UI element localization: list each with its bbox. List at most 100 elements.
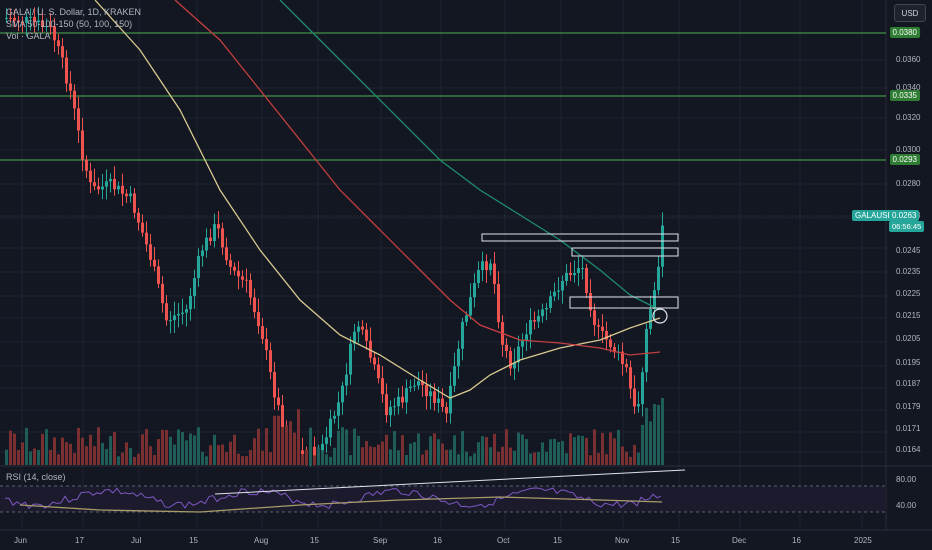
- volume-bar: [273, 415, 276, 465]
- volume-bar: [609, 432, 612, 465]
- volume-bar: [185, 440, 188, 465]
- candle: [257, 312, 260, 327]
- volume-bar: [545, 451, 548, 465]
- candle: [369, 340, 372, 358]
- candle: [145, 232, 148, 245]
- rsi-axis-label: 80.00: [896, 475, 917, 484]
- candle: [89, 170, 92, 183]
- volume-bar: [393, 431, 396, 465]
- candle: [229, 260, 232, 267]
- volume-bar: [649, 421, 652, 465]
- volume-bar: [613, 438, 616, 465]
- volume-bar: [589, 455, 592, 465]
- volume-bar: [497, 451, 500, 465]
- candle: [217, 224, 220, 229]
- chart-legend: GALA / U. S. Dollar, 1D, KRAKEN SMA 50-1…: [6, 6, 141, 42]
- candle: [45, 26, 48, 28]
- candle: [101, 186, 104, 190]
- volume-bar: [425, 450, 428, 465]
- time-axis-label: 16: [433, 536, 442, 545]
- volume-bar: [621, 446, 624, 465]
- candle: [121, 185, 124, 194]
- candle: [633, 388, 636, 407]
- candle: [525, 334, 528, 341]
- currency-button[interactable]: USD: [894, 4, 926, 22]
- volume-bar: [481, 436, 484, 465]
- volume-bar: [241, 456, 244, 465]
- candle: [381, 378, 384, 395]
- candle: [49, 26, 52, 28]
- candle: [197, 256, 200, 279]
- volume-bar: [177, 429, 180, 465]
- volume-bar: [117, 456, 120, 465]
- candle: [77, 108, 80, 131]
- volume-bar: [125, 442, 128, 465]
- sma-50-line: [94, 0, 661, 399]
- price-axis-label: 0.0195: [896, 358, 921, 367]
- candle: [513, 362, 516, 369]
- volume-bar: [169, 436, 172, 465]
- volume-bar: [137, 453, 140, 465]
- volume-bar: [661, 397, 664, 465]
- volume-bar: [49, 449, 52, 465]
- candle: [265, 338, 268, 351]
- volume-bar: [157, 438, 160, 465]
- volume-bar: [601, 432, 604, 465]
- candle: [173, 315, 176, 321]
- candle: [109, 178, 112, 182]
- candle: [521, 340, 524, 347]
- candle: [165, 303, 168, 321]
- volume-bar: [577, 435, 580, 465]
- volume-bar: [245, 456, 248, 465]
- volume-bar: [289, 421, 292, 465]
- candle: [585, 267, 588, 293]
- volume-bar: [293, 432, 296, 465]
- time-axis-label: 15: [553, 536, 562, 545]
- candle: [69, 83, 72, 91]
- volume-bar: [165, 430, 168, 465]
- volume-bar: [381, 441, 384, 465]
- volume-bar: [605, 454, 608, 465]
- candle: [473, 283, 476, 298]
- volume-bar: [413, 442, 416, 465]
- candle: [97, 186, 100, 190]
- price-axis-label: 0.0245: [896, 246, 921, 255]
- volume-bar: [633, 444, 636, 465]
- candle: [41, 20, 44, 28]
- candle: [61, 46, 64, 58]
- volume-bar: [629, 456, 632, 465]
- candle: [661, 225, 664, 267]
- time-axis-label: 15: [189, 536, 198, 545]
- volume-bar: [641, 424, 644, 465]
- volume-bar: [253, 438, 256, 465]
- candle: [413, 385, 416, 387]
- price-axis-label: 0.0235: [896, 267, 921, 276]
- candle: [181, 312, 184, 314]
- candle: [221, 228, 224, 248]
- volume-bar: [637, 452, 640, 465]
- volume-bar: [445, 449, 448, 465]
- candle: [53, 26, 56, 41]
- volume-bar: [573, 437, 576, 465]
- volume-bar: [373, 447, 376, 465]
- volume-bar: [329, 456, 332, 465]
- candle: [645, 328, 648, 373]
- volume-bar: [53, 437, 56, 465]
- volume-bar: [337, 430, 340, 465]
- candle: [37, 20, 40, 23]
- candle: [549, 296, 552, 308]
- candle: [261, 326, 264, 339]
- candle: [477, 270, 480, 284]
- candle: [225, 247, 228, 261]
- volume-bar: [249, 450, 252, 465]
- candle: [637, 404, 640, 407]
- volume-bar: [65, 442, 68, 465]
- candle: [337, 402, 340, 416]
- time-axis-label: Dec: [732, 536, 747, 545]
- volume-bar: [361, 447, 364, 465]
- candle: [485, 261, 488, 271]
- volume-bar: [145, 429, 148, 465]
- sma-legend: SMA 50-100-150 (50, 100, 150): [6, 19, 133, 29]
- volume-bar: [197, 427, 200, 465]
